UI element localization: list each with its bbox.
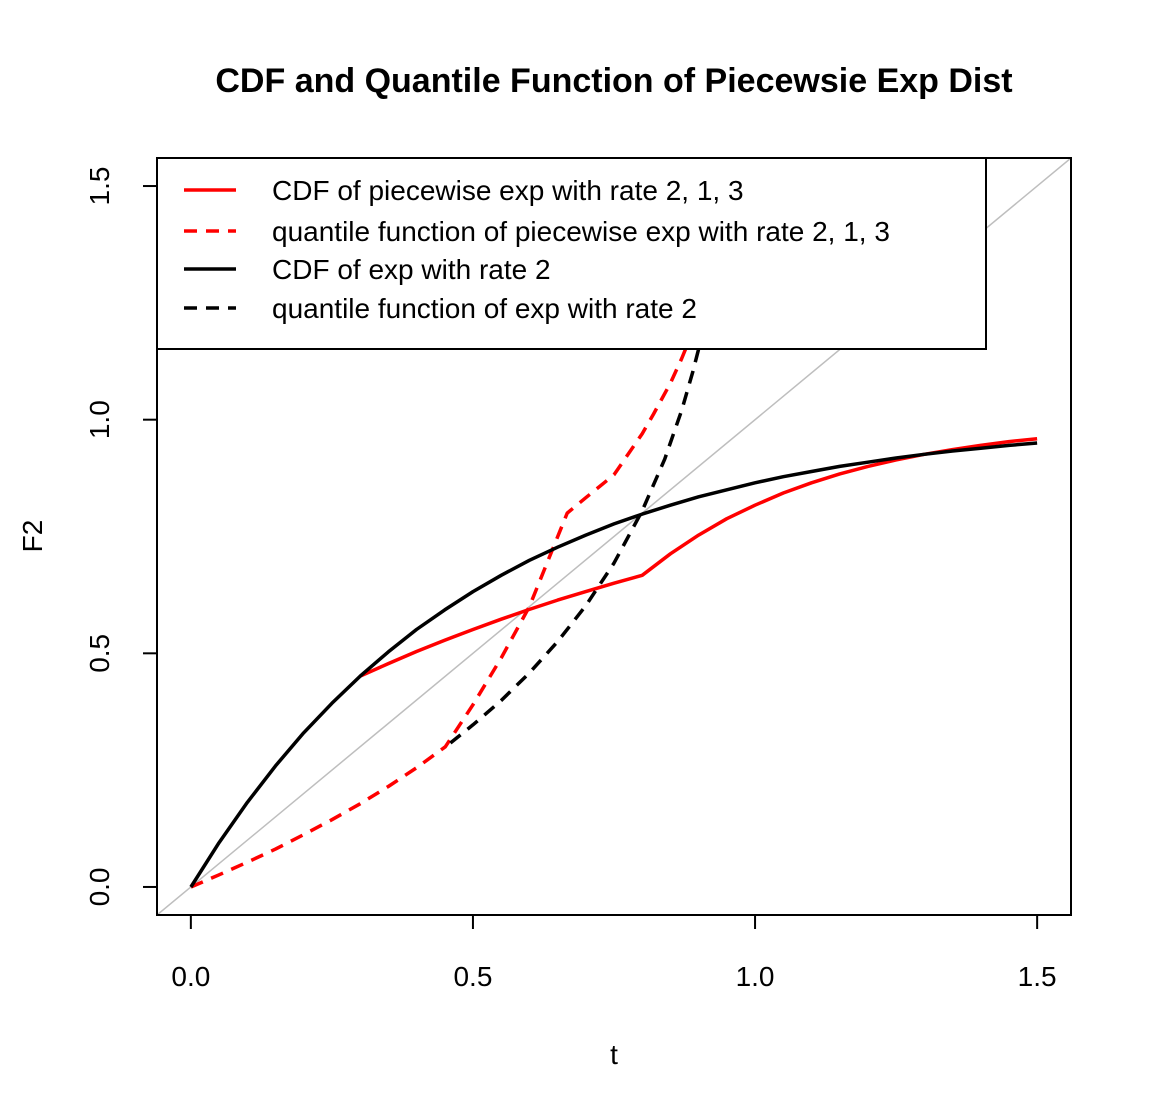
y-tick-label: 1.5 [84, 167, 115, 206]
series-line-4 [449, 348, 701, 745]
series-line-3 [189, 441, 1038, 888]
legend-box [156, 157, 987, 350]
x-tick-label: 0.0 [171, 961, 210, 992]
x-tick-label: 1.0 [736, 961, 775, 992]
legend-label-4: quantile function of exp with rate 2 [272, 293, 697, 324]
y-tick-label: 1.0 [84, 400, 115, 439]
legend: CDF of piecewise exp with rate 2, 1, 3 qu… [156, 157, 987, 350]
y-tick-label: 0.5 [84, 634, 115, 673]
x-tick-label: 0.5 [453, 961, 492, 992]
y-axis-label: F2 [17, 520, 48, 553]
x-axis-label: t [610, 1039, 618, 1070]
x-tick-label: 1.5 [1018, 961, 1057, 992]
chart-title: CDF and Quantile Function of Piecewsie E… [215, 62, 1012, 100]
y-tick-label: 0.0 [84, 867, 115, 906]
legend-label-3: CDF of exp with rate 2 [272, 254, 551, 285]
legend-label-1: CDF of piecewise exp with rate 2, 1, 3 [272, 175, 744, 206]
series-line-1 [359, 437, 1038, 678]
legend-label-2: quantile function of piecewise exp with … [272, 216, 890, 247]
series-line-2 [190, 330, 695, 889]
